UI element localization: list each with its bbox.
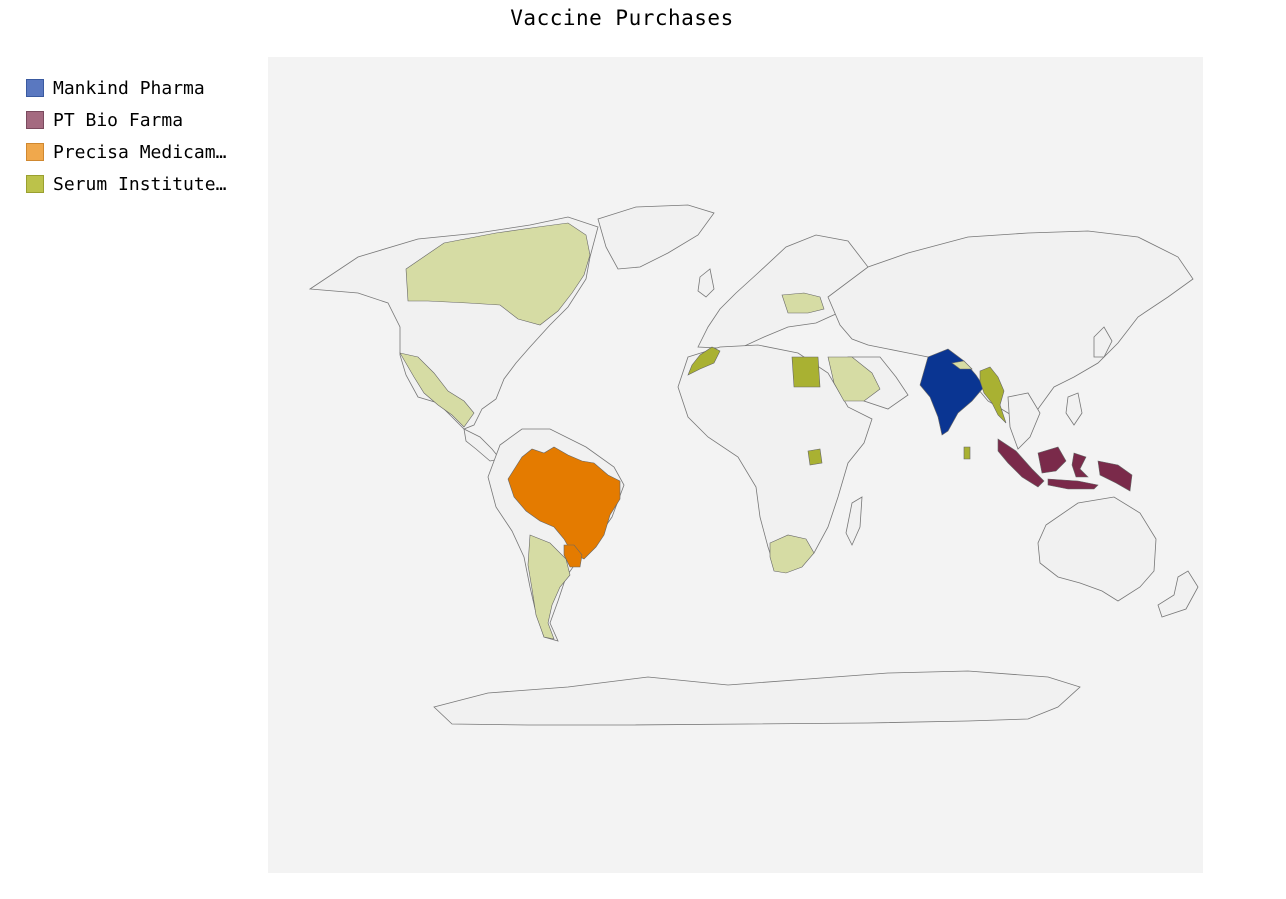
map-plot-area[interactable] (268, 57, 1203, 873)
land-madagascar (845, 496, 863, 546)
land-uk (697, 268, 715, 298)
region-saudi-arabia[interactable] (827, 356, 881, 402)
highlighted-countries (399, 222, 1133, 640)
legend-item-serum-institute[interactable]: Serum Institute of India (26, 168, 256, 200)
region-argentina[interactable] (527, 534, 571, 640)
region-uganda[interactable] (807, 448, 823, 466)
region-canada[interactable] (405, 222, 591, 326)
land-philippines (1065, 392, 1083, 426)
land-new-zealand (1157, 570, 1199, 618)
region-nepal[interactable] (951, 360, 973, 370)
legend: Mankind Pharma PT Bio Farma Precisa Medi… (26, 72, 256, 200)
world-map[interactable] (268, 57, 1203, 873)
region-indonesia-borneo[interactable] (1037, 446, 1067, 474)
legend-label-pt-bio-farma: PT Bio Farma (53, 109, 184, 131)
legend-swatch-mankind-pharma (26, 79, 44, 97)
land-central-america (463, 428, 501, 462)
land-antarctica (433, 670, 1081, 726)
region-ukraine[interactable] (781, 292, 825, 314)
region-mexico[interactable] (399, 352, 475, 428)
land-australia (1037, 496, 1157, 602)
region-indonesia-papua[interactable] (1097, 460, 1133, 492)
region-indonesia-sumatra[interactable] (997, 438, 1045, 488)
land-europe (697, 234, 869, 350)
legend-swatch-pt-bio-farma (26, 111, 44, 129)
region-brazil[interactable] (507, 446, 621, 560)
region-indonesia-sulawesi[interactable] (1071, 452, 1089, 478)
legend-label-mankind-pharma: Mankind Pharma (53, 77, 205, 99)
legend-item-pt-bio-farma[interactable]: PT Bio Farma (26, 104, 256, 136)
legend-item-mankind-pharma[interactable]: Mankind Pharma (26, 72, 256, 104)
land-greenland (597, 204, 715, 270)
legend-item-precisa-medicamentos[interactable]: Precisa Medicamentos (26, 136, 256, 168)
region-indonesia-java[interactable] (1047, 478, 1099, 490)
region-morocco[interactable] (687, 346, 721, 376)
chart-title: Vaccine Purchases (510, 6, 734, 30)
legend-swatch-precisa-medicamentos (26, 143, 44, 161)
legend-label-serum-institute: Serum Institute of India (53, 173, 233, 195)
land-asia (827, 230, 1194, 426)
land-se-asia (1007, 392, 1041, 450)
region-myanmar[interactable] (979, 366, 1007, 424)
region-sri-lanka[interactable] (963, 446, 971, 460)
region-egypt[interactable] (791, 356, 821, 388)
region-south-africa[interactable] (769, 534, 815, 574)
region-paraguay[interactable] (563, 544, 583, 568)
legend-label-precisa-medicamentos: Precisa Medicamentos (53, 141, 233, 163)
legend-swatch-serum-institute (26, 175, 44, 193)
land-japan (1093, 326, 1113, 358)
